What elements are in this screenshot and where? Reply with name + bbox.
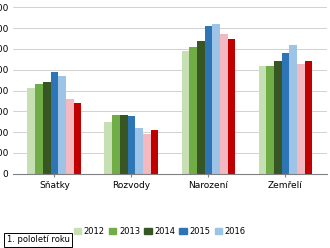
Bar bbox=[305, 62, 313, 174]
Bar bbox=[297, 63, 305, 174]
Bar bbox=[212, 24, 220, 174]
Bar bbox=[220, 34, 228, 174]
Bar bbox=[120, 115, 128, 174]
Bar bbox=[128, 116, 135, 174]
Text: 1. pololetí roku: 1. pololetí roku bbox=[7, 235, 70, 244]
Bar bbox=[228, 39, 235, 174]
Bar bbox=[151, 130, 158, 174]
Bar bbox=[182, 51, 189, 174]
Bar bbox=[135, 128, 143, 174]
Bar bbox=[74, 103, 82, 174]
Bar bbox=[112, 115, 120, 174]
Bar bbox=[266, 66, 274, 174]
Bar bbox=[289, 45, 297, 174]
Bar bbox=[205, 26, 212, 174]
Bar bbox=[281, 53, 289, 174]
Bar bbox=[143, 134, 151, 174]
Bar bbox=[105, 122, 112, 174]
Bar bbox=[43, 82, 50, 174]
Bar bbox=[66, 99, 74, 174]
Bar bbox=[50, 72, 58, 174]
Bar bbox=[258, 66, 266, 174]
Bar bbox=[274, 62, 281, 174]
Bar bbox=[197, 41, 205, 174]
Bar bbox=[27, 89, 35, 174]
Legend: 2012, 2013, 2014, 2015, 2016: 2012, 2013, 2014, 2015, 2016 bbox=[74, 227, 246, 236]
Bar bbox=[35, 84, 43, 174]
Bar bbox=[189, 47, 197, 174]
Bar bbox=[58, 76, 66, 174]
